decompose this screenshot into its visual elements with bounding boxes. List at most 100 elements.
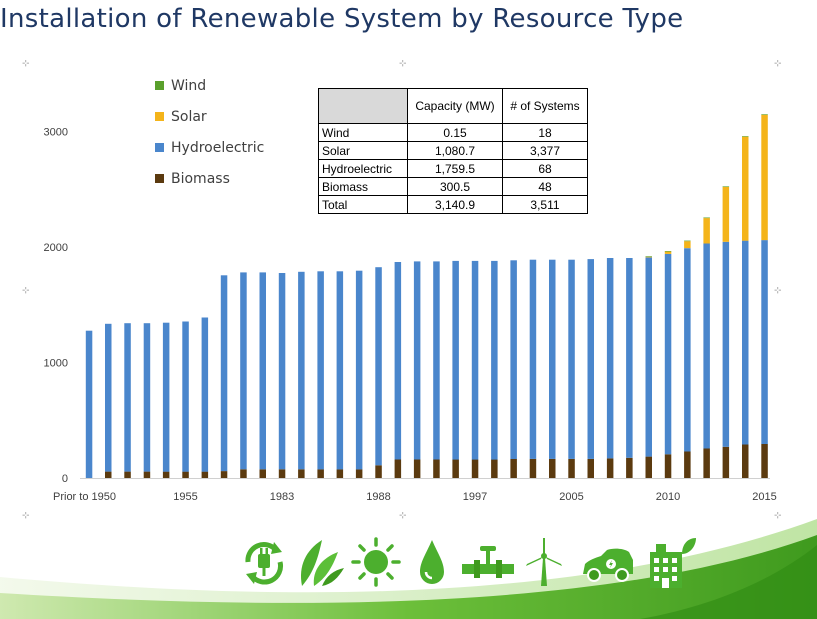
bar-biomass <box>703 448 710 478</box>
table-cell: 300.5 <box>407 177 503 196</box>
bar-biomass <box>240 469 247 478</box>
x-tick-label: 1997 <box>463 491 487 503</box>
handle-marker: ⊹ <box>774 510 782 520</box>
bar-hydroelectric <box>182 321 189 472</box>
bar-hydroelectric <box>471 260 479 460</box>
bar-hydroelectric <box>259 272 266 470</box>
table-cell: 18 <box>502 123 588 142</box>
bar-hydroelectric <box>703 243 710 449</box>
table-cell: 0.15 <box>407 123 503 142</box>
y-tick-label: 1000 <box>44 358 68 370</box>
x-tick-label: Prior to 1950 <box>53 491 116 503</box>
bar-hydroelectric <box>684 248 691 452</box>
legend-swatch <box>155 174 164 183</box>
bar-hydroelectric <box>549 259 556 459</box>
handle-marker: ⊹ <box>22 58 30 68</box>
bar-biomass <box>491 459 498 478</box>
y-tick-label: 0 <box>62 473 68 485</box>
pipeline-icon <box>462 546 514 578</box>
bar-biomass <box>298 469 305 478</box>
legend-label: Hydroelectric <box>171 139 265 156</box>
bar-biomass <box>259 469 266 478</box>
bar-biomass <box>722 446 730 478</box>
legend-item-hydroelectric: Hydroelectric <box>155 132 264 163</box>
bar-biomass <box>684 451 691 478</box>
table-row: Hydroelectric 1,759.5 68 <box>318 159 588 178</box>
legend-label: Solar <box>171 108 207 125</box>
bar-hydroelectric <box>491 260 498 460</box>
bar-hydroelectric <box>761 240 768 444</box>
bar-hydroelectric <box>587 259 594 459</box>
legend-swatch <box>155 143 164 152</box>
bar-biomass <box>355 469 363 478</box>
bar-biomass <box>278 469 286 478</box>
bar-biomass <box>606 458 614 478</box>
table-cell: 3,377 <box>502 141 588 160</box>
bar-hydroelectric <box>413 261 421 460</box>
page-title: Installation of Renewable System by Reso… <box>0 4 684 34</box>
bar-hydroelectric <box>568 259 575 459</box>
bar-hydroelectric <box>375 267 382 466</box>
bar-biomass <box>645 456 652 478</box>
icon-row <box>236 536 698 588</box>
bar-hydroelectric <box>394 262 402 460</box>
leaves-icon <box>300 540 344 586</box>
bar-hydroelectric <box>220 275 228 472</box>
bar-hydroelectric <box>336 271 344 470</box>
bar-biomass <box>761 443 768 478</box>
bar-wind <box>722 186 730 187</box>
bar-wind <box>703 217 710 219</box>
legend-swatch <box>155 112 164 121</box>
bar-wind <box>664 251 672 252</box>
bar-biomass <box>529 458 537 478</box>
x-tick-label: 1955 <box>173 491 197 503</box>
bar-hydroelectric <box>317 271 324 470</box>
bar-wind <box>684 240 691 242</box>
bar-biomass <box>626 457 633 478</box>
bar-hydroelectric <box>742 240 749 445</box>
bar-hydroelectric <box>626 258 633 458</box>
bar-solar <box>645 256 652 258</box>
bar-biomass <box>549 458 556 478</box>
bar-biomass <box>413 459 421 478</box>
sun-icon <box>351 537 401 587</box>
bar-biomass <box>182 471 189 478</box>
bar-hydroelectric <box>355 270 363 470</box>
table-cell: Wind <box>318 123 408 142</box>
bar-hydroelectric <box>510 260 517 459</box>
bar-hydroelectric <box>124 323 131 472</box>
recycle-plug-icon <box>245 542 283 585</box>
bar-hydroelectric <box>278 273 286 470</box>
bar-hydroelectric <box>240 272 247 470</box>
bar-biomass <box>143 471 151 478</box>
electric-car-icon <box>583 548 633 582</box>
handle-marker: ⊹ <box>774 58 782 68</box>
table-header-blank <box>318 88 408 124</box>
bar-biomass <box>471 459 479 478</box>
bar-hydroelectric <box>664 253 672 455</box>
bar-biomass <box>375 465 382 478</box>
legend-swatch <box>155 81 164 90</box>
bar-hydroelectric <box>452 260 459 460</box>
table-cell: 3,511 <box>502 195 588 214</box>
handle-marker: ⊹ <box>399 58 407 68</box>
bar-wind <box>742 136 749 137</box>
bar-solar <box>664 251 672 254</box>
green-building-icon <box>650 538 696 588</box>
legend-label: Biomass <box>171 170 230 187</box>
bar-hydroelectric <box>606 258 614 459</box>
bar-biomass <box>201 471 209 478</box>
x-tick-label: 2010 <box>656 491 680 503</box>
table-row: Biomass 300.5 48 <box>318 177 588 196</box>
bar-hydroelectric <box>85 330 93 478</box>
bar-biomass <box>162 471 170 478</box>
footer-swoosh <box>0 519 817 619</box>
bar-hydroelectric <box>298 271 305 470</box>
table-cell: Biomass <box>318 177 408 196</box>
bar-biomass <box>452 459 459 478</box>
bar-biomass <box>336 469 344 478</box>
bar-hydroelectric <box>529 259 537 459</box>
x-axis: Prior to 1950 1955 1983 1988 1997 2005 2010 201… <box>53 491 777 503</box>
bar-hydroelectric <box>722 241 730 447</box>
handle-marker: ⊹ <box>399 510 407 520</box>
